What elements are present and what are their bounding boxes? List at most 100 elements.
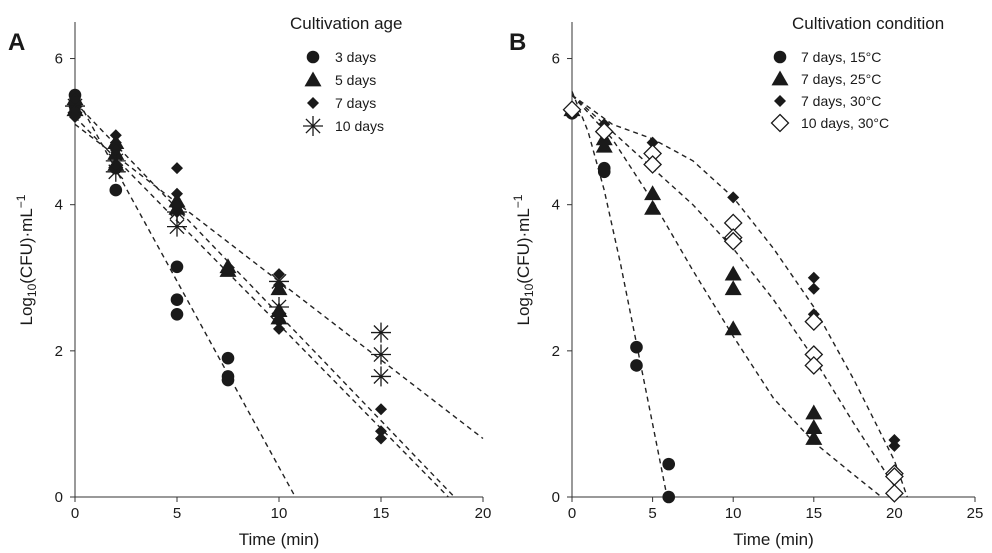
data-point xyxy=(171,162,183,175)
y-tick-label: 0 xyxy=(552,489,560,506)
fit-line-3 xyxy=(571,94,908,498)
legend: Cultivation age 3 days 5 days 7 days 10 days xyxy=(290,14,402,136)
series-2 xyxy=(563,101,823,445)
data-point xyxy=(595,137,613,153)
data-point xyxy=(167,216,187,237)
legend-marker xyxy=(303,116,323,136)
x-tick-label: 10 xyxy=(271,505,288,522)
legend-marker xyxy=(773,50,787,64)
data-point xyxy=(170,260,184,274)
data-point xyxy=(562,100,582,120)
y-axis-title: Log10(CFU)·mL−1 xyxy=(14,194,39,325)
x-tick-label: 5 xyxy=(173,505,181,522)
x-tick-label: 10 xyxy=(725,505,742,522)
legend-label: 7 days, 30°C xyxy=(801,93,881,109)
legend-marker xyxy=(771,70,789,86)
data-point xyxy=(109,143,122,156)
data-point xyxy=(269,271,289,292)
legend-marker xyxy=(774,95,786,107)
data-point xyxy=(109,136,122,149)
data-point xyxy=(375,432,387,445)
data-point xyxy=(375,403,387,416)
x-axis-title: Time (min) xyxy=(239,530,320,549)
data-point xyxy=(109,129,122,142)
x-tick-label: 15 xyxy=(373,505,390,522)
series-4 xyxy=(562,100,904,503)
x-axis-title: Time (min) xyxy=(733,530,814,549)
data-point xyxy=(646,136,659,149)
data-point xyxy=(273,315,285,328)
data-point xyxy=(804,356,824,375)
legend: Cultivation condition 7 days, 15°C 7 days,… xyxy=(770,14,944,133)
data-point xyxy=(805,430,823,445)
fit-line-4 xyxy=(571,94,900,498)
data-point xyxy=(630,359,643,372)
data-point xyxy=(804,312,824,332)
fit-line-1 xyxy=(74,94,296,498)
data-point xyxy=(171,187,183,200)
data-point xyxy=(221,351,235,365)
data-point xyxy=(219,261,237,277)
panel-label: B xyxy=(509,29,526,56)
panel-a: A 0 5 10 15 20 0 2 4 6 Time (min) Log10(CFU)·mL−1 Cu… xyxy=(8,14,491,549)
legend-label: 7 days, 15°C xyxy=(801,49,881,65)
legend-label: 7 days, 25°C xyxy=(801,71,881,87)
legend-marker xyxy=(306,50,320,64)
data-point xyxy=(724,280,742,296)
y-axis-title: Log10(CFU)·mL−1 xyxy=(511,194,536,325)
data-point xyxy=(723,231,743,251)
data-point xyxy=(371,344,391,365)
panel-label: A xyxy=(8,29,25,56)
legend-label: 5 days xyxy=(335,72,376,88)
data-point xyxy=(371,322,391,343)
fit-line-2 xyxy=(74,101,455,498)
y-tick-label: 4 xyxy=(55,197,63,214)
panel-b: B 0 5 10 15 20 25 0 2 4 6 Time (min) Log10(CFU)·mL−1… xyxy=(509,14,983,549)
data-point xyxy=(170,308,184,321)
legend-marker xyxy=(304,71,322,87)
data-point xyxy=(805,404,823,420)
legend-marker xyxy=(770,113,790,133)
data-point xyxy=(644,199,662,215)
legend-title: Cultivation age xyxy=(290,14,402,33)
fit-line-4 xyxy=(74,123,484,440)
x-tick-label: 0 xyxy=(71,505,79,522)
y-tick-label: 4 xyxy=(552,197,560,214)
y-tick-label: 0 xyxy=(55,489,63,506)
y-tick-label: 6 xyxy=(55,51,63,68)
data-point xyxy=(69,111,81,123)
data-point xyxy=(221,373,235,387)
legend-title: Cultivation condition xyxy=(792,14,944,33)
data-point xyxy=(724,265,742,281)
legend-marker xyxy=(307,97,319,109)
data-point xyxy=(630,340,643,354)
legend-label: 10 days xyxy=(335,118,384,134)
data-point xyxy=(273,322,285,335)
legend-label: 7 days xyxy=(335,95,376,111)
legend-label: 10 days, 30°C xyxy=(801,115,889,131)
data-point xyxy=(727,191,740,204)
data-point xyxy=(375,425,387,438)
x-tick-label: 20 xyxy=(475,505,492,522)
data-point xyxy=(597,165,611,179)
data-point xyxy=(65,96,85,117)
x-tick-label: 20 xyxy=(886,505,903,522)
data-point xyxy=(594,122,614,142)
data-point xyxy=(662,457,676,471)
x-tick-label: 15 xyxy=(805,505,822,522)
data-point xyxy=(109,183,123,197)
y-tick-label: 2 xyxy=(552,343,560,360)
data-point xyxy=(888,439,901,452)
x-tick-label: 0 xyxy=(568,505,576,522)
data-point xyxy=(105,161,126,182)
data-point xyxy=(170,293,184,306)
data-point xyxy=(644,185,662,201)
fit-line-1 xyxy=(571,91,668,498)
y-tick-label: 6 xyxy=(552,51,560,68)
data-point xyxy=(807,282,820,295)
fit-line-3 xyxy=(74,116,449,498)
data-point xyxy=(884,483,904,503)
data-point xyxy=(643,155,663,174)
fit-line-2 xyxy=(571,94,882,498)
